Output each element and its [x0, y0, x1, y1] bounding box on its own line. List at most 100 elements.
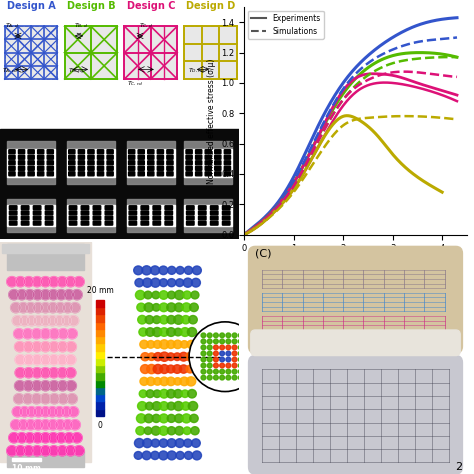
Circle shape [23, 381, 34, 391]
Circle shape [173, 365, 182, 374]
Bar [5, 27, 57, 79]
Circle shape [40, 290, 51, 300]
Circle shape [54, 407, 65, 417]
Circle shape [232, 351, 237, 356]
Circle shape [147, 340, 155, 348]
Circle shape [25, 433, 35, 443]
FancyBboxPatch shape [69, 150, 75, 154]
Circle shape [152, 328, 162, 337]
Circle shape [48, 290, 59, 300]
Circle shape [22, 328, 33, 339]
Circle shape [146, 328, 155, 337]
Circle shape [56, 433, 66, 443]
Circle shape [139, 390, 147, 398]
Bar [12, 458, 41, 461]
FancyBboxPatch shape [186, 166, 192, 170]
FancyBboxPatch shape [37, 155, 44, 159]
Bar [96, 365, 104, 373]
Bar [0, 0, 239, 132]
Circle shape [180, 377, 189, 386]
FancyBboxPatch shape [199, 206, 206, 210]
Circle shape [167, 427, 176, 435]
Circle shape [174, 303, 183, 312]
Circle shape [49, 342, 59, 352]
Circle shape [159, 266, 168, 274]
Bar [64, 27, 117, 79]
Bar [7, 205, 55, 226]
FancyBboxPatch shape [98, 166, 104, 170]
FancyBboxPatch shape [128, 161, 135, 165]
FancyBboxPatch shape [167, 172, 173, 176]
Circle shape [238, 339, 243, 344]
Circle shape [174, 378, 182, 385]
Circle shape [49, 328, 60, 339]
Circle shape [67, 393, 77, 404]
Circle shape [173, 315, 183, 324]
Circle shape [238, 369, 243, 374]
Circle shape [143, 278, 152, 287]
Circle shape [15, 381, 25, 391]
Circle shape [167, 451, 176, 460]
X-axis label: Strain, ε (%): Strain, ε (%) [328, 259, 383, 268]
FancyBboxPatch shape [196, 166, 202, 170]
Circle shape [186, 377, 196, 386]
Y-axis label: Normalized effective stress (σ/μ): Normalized effective stress (σ/μ) [207, 58, 216, 183]
Circle shape [167, 316, 175, 324]
FancyBboxPatch shape [9, 216, 17, 220]
Bar [67, 149, 115, 176]
FancyBboxPatch shape [98, 155, 104, 159]
Bar [7, 244, 84, 270]
FancyBboxPatch shape [138, 150, 145, 154]
Circle shape [232, 357, 237, 362]
FancyBboxPatch shape [98, 150, 104, 154]
Bar [127, 205, 175, 226]
Bar [96, 343, 104, 351]
FancyBboxPatch shape [148, 161, 154, 165]
FancyBboxPatch shape [251, 330, 460, 356]
FancyBboxPatch shape [69, 221, 77, 225]
Circle shape [213, 339, 219, 344]
Circle shape [9, 290, 19, 300]
FancyBboxPatch shape [129, 206, 137, 210]
Circle shape [167, 279, 176, 287]
FancyBboxPatch shape [165, 211, 173, 215]
Circle shape [238, 357, 243, 362]
Circle shape [40, 433, 51, 443]
FancyBboxPatch shape [186, 155, 192, 159]
FancyBboxPatch shape [148, 172, 154, 176]
Circle shape [220, 357, 225, 362]
Circle shape [191, 439, 201, 447]
Circle shape [220, 345, 225, 350]
Circle shape [186, 365, 194, 373]
Circle shape [65, 355, 76, 365]
Circle shape [220, 351, 225, 356]
FancyBboxPatch shape [78, 161, 84, 165]
Circle shape [135, 279, 144, 287]
Circle shape [135, 438, 144, 447]
FancyBboxPatch shape [21, 206, 29, 210]
Circle shape [58, 393, 68, 404]
Circle shape [245, 351, 249, 356]
FancyBboxPatch shape [215, 155, 221, 159]
Circle shape [10, 419, 21, 430]
Circle shape [55, 302, 65, 313]
Circle shape [226, 339, 231, 344]
FancyBboxPatch shape [129, 216, 137, 220]
Circle shape [201, 363, 206, 368]
Circle shape [40, 368, 51, 378]
Circle shape [57, 277, 67, 287]
Circle shape [226, 333, 231, 337]
Circle shape [182, 414, 191, 423]
FancyBboxPatch shape [153, 206, 161, 210]
FancyBboxPatch shape [129, 211, 137, 215]
Circle shape [26, 419, 36, 430]
Circle shape [136, 427, 145, 435]
Circle shape [150, 266, 160, 275]
FancyBboxPatch shape [81, 216, 89, 220]
FancyBboxPatch shape [215, 172, 221, 176]
Circle shape [153, 390, 161, 398]
Circle shape [63, 419, 73, 430]
Circle shape [32, 290, 43, 300]
FancyBboxPatch shape [186, 150, 192, 154]
FancyBboxPatch shape [47, 166, 54, 170]
